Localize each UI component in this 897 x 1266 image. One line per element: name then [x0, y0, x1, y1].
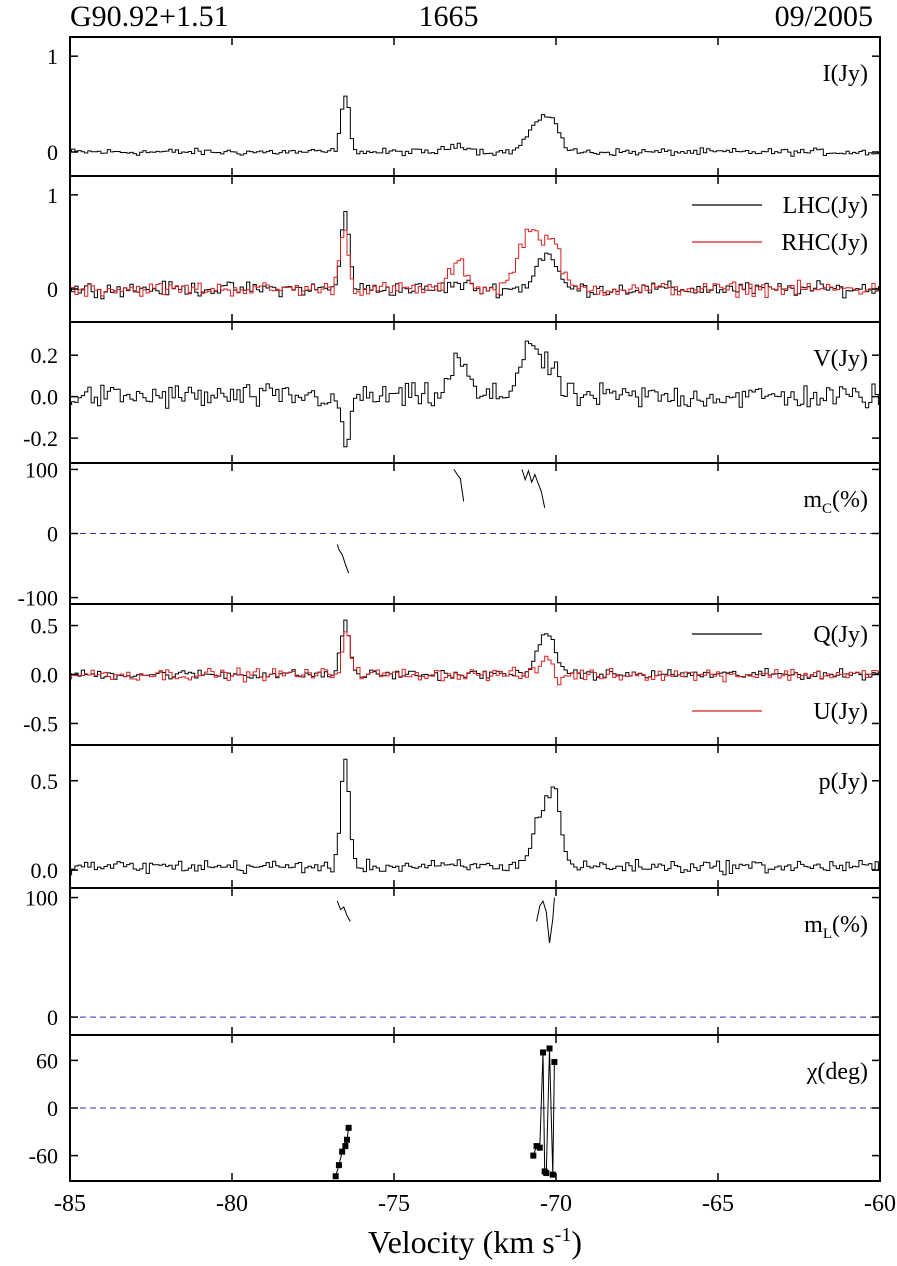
- panel-V: -0.2 0.0 0.2 V(Jy): [23, 321, 881, 464]
- series-V-0: [70, 340, 880, 448]
- y-tick-label: 0: [47, 140, 58, 165]
- panel-QU: -0.5 0.0 0.5 Q(Jy) U(Jy): [23, 603, 881, 746]
- y-tick-label: 1: [47, 44, 58, 69]
- legend-label: RHC(Jy): [781, 230, 868, 256]
- series-QU-0: [70, 619, 880, 681]
- chi-point: [345, 1124, 352, 1131]
- chi-point: [342, 1143, 349, 1150]
- y-tick-label: 0.2: [31, 343, 59, 368]
- chi-point: [332, 1173, 339, 1180]
- panel-mC: -100 0 100 mC(%): [18, 457, 881, 611]
- legend-label: U(Jy): [813, 699, 868, 725]
- panel-p: 0.0 0.5 p(Jy): [31, 744, 881, 889]
- observation-date: 09/2005: [774, 0, 873, 33]
- series-p-0: [70, 758, 880, 876]
- panel-label: mL(%): [804, 912, 868, 942]
- chi-point: [551, 1058, 558, 1065]
- panel-label: p(Jy): [819, 769, 868, 795]
- y-tick-label: 0: [47, 1005, 58, 1030]
- panel-chi: -60 0 60 χ(deg): [29, 1034, 881, 1182]
- chi-point: [543, 1170, 550, 1177]
- panel-frame: [69, 175, 881, 323]
- x-tick-label: -70: [540, 1191, 572, 1217]
- legend-label: Q(Jy): [813, 622, 868, 648]
- legend-label: LHC(Jy): [783, 193, 868, 219]
- panel-LHC_RHC: 0 1 LHC(Jy) RHC(Jy): [47, 175, 881, 323]
- y-tick-label: 0.5: [31, 614, 59, 639]
- x-tick-label: -65: [702, 1191, 734, 1217]
- panel-I: 0 1 I(Jy): [47, 36, 881, 177]
- y-tick-label: 0: [47, 1096, 58, 1121]
- chi-point: [344, 1136, 351, 1143]
- y-tick-label: 0.0: [31, 858, 59, 883]
- y-tick-label: 100: [25, 457, 58, 482]
- frequency-label: 1665: [418, 0, 479, 33]
- chi-point: [549, 1171, 556, 1178]
- panel-label: mC(%): [803, 487, 868, 517]
- y-tick-label: -0.5: [23, 711, 58, 736]
- fraction-segment: [521, 469, 546, 509]
- y-tick-label: 0.5: [31, 769, 59, 794]
- series-I-0: [70, 95, 880, 157]
- chi-point: [536, 1144, 543, 1151]
- x-tick-label: -75: [378, 1191, 410, 1217]
- chi-point: [530, 1152, 537, 1159]
- x-axis-title: Velocity (km s-1): [368, 1224, 582, 1260]
- fraction-segment: [536, 897, 555, 944]
- panel-frame: [69, 36, 881, 177]
- series-LHC_RHC-1: [70, 228, 880, 298]
- y-tick-label: -0.2: [23, 426, 58, 451]
- y-tick-label: 100: [25, 886, 58, 911]
- y-tick-label: 0.0: [31, 663, 59, 688]
- fraction-segment: [336, 544, 350, 574]
- y-tick-label: -60: [29, 1144, 58, 1169]
- y-tick-label: 1: [47, 183, 58, 208]
- panel-mL: 0 100 mL(%): [25, 886, 881, 1036]
- chi-connector: [532, 1048, 555, 1175]
- chi-point: [339, 1148, 346, 1155]
- chi-point: [533, 1143, 540, 1150]
- x-tick-label: -80: [216, 1191, 248, 1217]
- y-tick-label: 0: [47, 522, 58, 547]
- chi-point: [540, 1049, 547, 1056]
- panel-label: χ(deg): [806, 1059, 868, 1085]
- series-QU-1: [70, 631, 880, 686]
- x-tick-label: -60: [864, 1191, 896, 1217]
- y-tick-label: -100: [18, 586, 58, 611]
- y-tick-label: 60: [36, 1048, 58, 1073]
- panel-label: V(Jy): [813, 346, 868, 372]
- fraction-segment: [336, 900, 351, 922]
- y-tick-label: 0: [47, 277, 58, 302]
- x-tick-label: -85: [54, 1191, 86, 1217]
- source-name: G90.92+1.51: [70, 0, 229, 33]
- y-tick-label: 0.0: [31, 385, 59, 410]
- chi-point: [546, 1045, 553, 1052]
- series-LHC_RHC-0: [70, 211, 880, 300]
- chi-point: [335, 1162, 342, 1169]
- panel-label: I(Jy): [823, 61, 868, 87]
- fraction-segment: [453, 469, 465, 502]
- panel-frame: [69, 887, 881, 1036]
